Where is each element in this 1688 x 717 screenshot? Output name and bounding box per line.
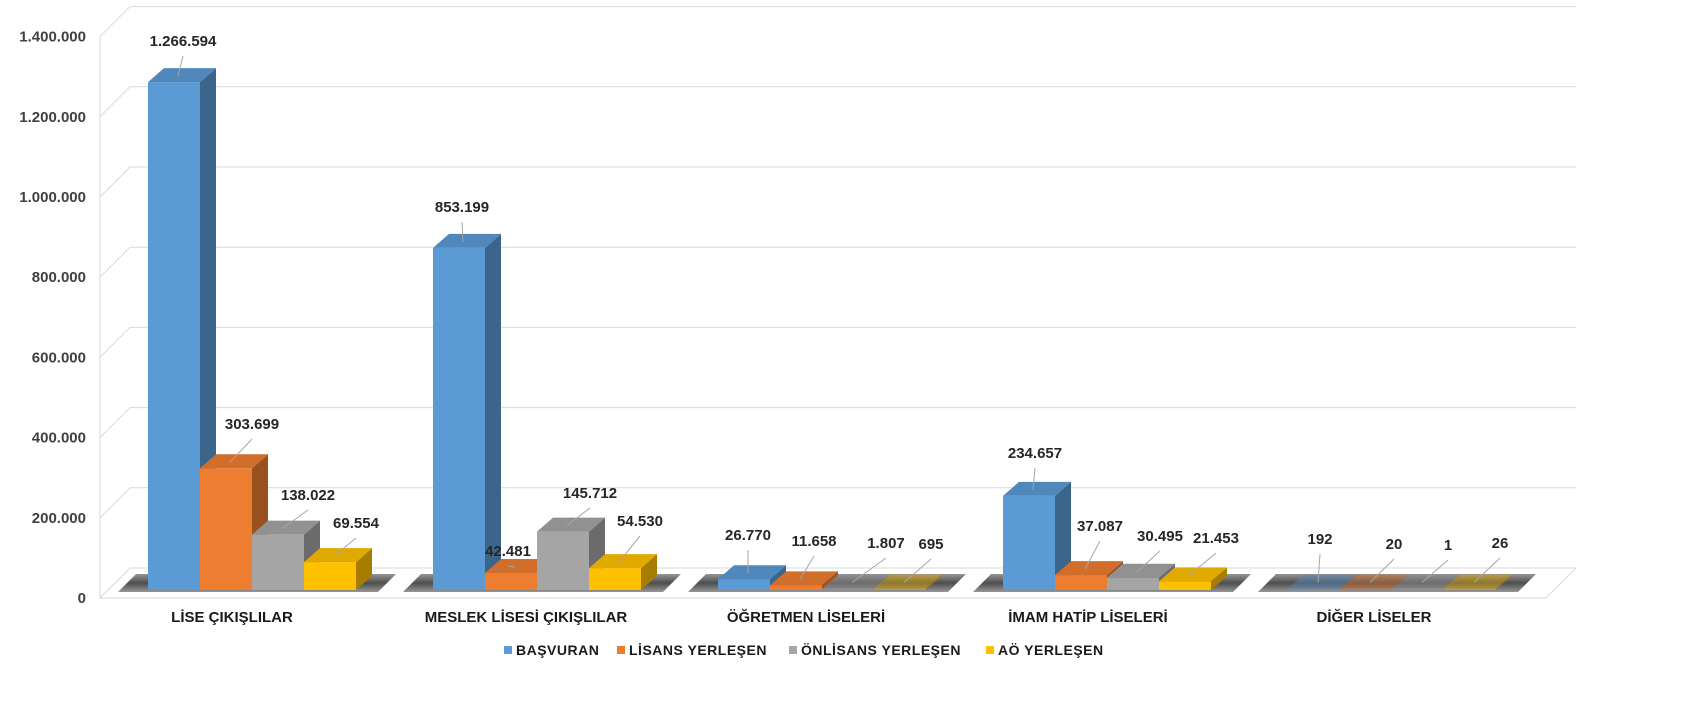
leader-line — [1421, 559, 1449, 583]
bar-1-5 — [1288, 574, 1356, 590]
gridlines — [99, 6, 1576, 519]
leader-line — [903, 558, 932, 583]
x-category-label: DİĞER LİSELER — [1316, 608, 1431, 626]
leader-line — [566, 507, 591, 526]
gridline — [99, 326, 1576, 358]
bar-4-4 — [1159, 567, 1227, 590]
x-category-label: ÖĞRETMEN LİSELERİ — [727, 608, 885, 626]
data-label: 303.699 — [225, 416, 279, 433]
bar-1-4 — [1003, 481, 1071, 590]
x-category-label: LİSE ÇIKIŞLILAR — [171, 609, 293, 626]
leader-line — [461, 221, 464, 242]
data-label: 1.266.594 — [150, 33, 217, 50]
leader-line — [851, 557, 887, 583]
leader-line — [229, 438, 253, 463]
data-label: 145.712 — [563, 485, 617, 502]
data-label: 42.481 — [485, 543, 531, 560]
gridline — [99, 166, 1576, 198]
leader-line — [177, 55, 184, 77]
gridline — [99, 246, 1576, 278]
y-axis: 0 200.000 400.000 600.000 800.000 1.000.000 1.… — [19, 29, 101, 607]
bar-2-5 — [1340, 574, 1408, 590]
y-tick-label: 600.000 — [32, 349, 86, 366]
data-label: 26 — [1492, 535, 1509, 552]
legend-label: LİSANS YERLEŞEN — [629, 642, 767, 658]
y-tick-label: 1.200.000 — [19, 109, 86, 126]
data-label: 853.199 — [435, 199, 489, 216]
data-label: 1 — [1444, 537, 1452, 554]
data-label: 192 — [1307, 531, 1332, 548]
y-tick-label: 400.000 — [32, 430, 86, 447]
bar-3-3 — [822, 574, 890, 590]
data-label: 30.495 — [1137, 528, 1183, 545]
y-tick-label: 200.000 — [32, 510, 86, 527]
leader-line — [1032, 467, 1036, 490]
y-tick-label: 800.000 — [32, 269, 86, 286]
bar-2-3 — [770, 571, 838, 590]
data-label: 26.770 — [725, 527, 771, 544]
legend-swatch — [504, 646, 512, 654]
data-label: 20 — [1386, 536, 1403, 553]
x-category-label: MESLEK LİSESİ ÇIKIŞLILAR — [425, 609, 628, 626]
bar-1-2 — [433, 233, 501, 591]
legend-label: ÖNLİSANS YERLEŞEN — [801, 642, 961, 658]
bar-4-2 — [589, 554, 657, 590]
legend: BAŞVURAN LİSANS YERLEŞEN ÖNLİSANS YERLEŞEN… — [504, 642, 1104, 658]
bars — [148, 68, 1512, 591]
legend-label: AÖ YERLEŞEN — [998, 642, 1104, 658]
legend-label: BAŞVURAN — [516, 642, 599, 658]
x-category-label: İMAM HATİP LİSELERİ — [1008, 609, 1167, 626]
leader-line — [333, 537, 357, 557]
data-label: 234.657 — [1008, 445, 1062, 462]
legend-swatch — [789, 646, 797, 654]
leader-line — [1188, 552, 1217, 576]
data-label: 138.022 — [281, 487, 335, 504]
gridline — [99, 487, 1576, 519]
legend-swatch — [617, 646, 625, 654]
leader-line — [618, 535, 641, 563]
gridline — [99, 6, 1576, 37]
gridline — [99, 86, 1576, 118]
bar-4-5 — [1444, 574, 1512, 590]
gridline — [99, 407, 1576, 438]
data-label: 54.530 — [617, 513, 663, 530]
data-label: 69.554 — [333, 515, 380, 532]
y-tick-label: 0 — [78, 590, 86, 607]
data-label: 695 — [918, 536, 943, 553]
leader-line — [799, 555, 815, 580]
leader-line — [1369, 558, 1395, 583]
bar-4-3 — [874, 574, 942, 590]
floor-shadow — [1258, 574, 1536, 592]
data-label: 37.087 — [1077, 518, 1123, 535]
leader-line — [1084, 540, 1101, 570]
data-labels: 1.266.594 853.199 26.770 234.657 192 303.699 4… — [150, 33, 1509, 583]
bar-3-4 — [1107, 563, 1175, 590]
bar-1-1 — [148, 68, 216, 591]
data-label: 11.658 — [791, 533, 836, 550]
legend-swatch — [986, 646, 994, 654]
y-tick-label: 1.000.000 — [19, 189, 86, 206]
leader-line — [1473, 557, 1501, 583]
y-tick-label: 1.400.000 — [19, 29, 86, 46]
leader-line — [1317, 553, 1321, 583]
leader-line — [1136, 550, 1161, 573]
data-label: 1.807 — [867, 535, 905, 552]
leader-line — [507, 565, 516, 568]
data-label: 21.453 — [1193, 530, 1239, 547]
leader-line — [281, 509, 309, 530]
bar-3-5 — [1392, 574, 1460, 590]
x-axis-categories: LİSE ÇIKIŞLILAR MESLEK LİSESİ ÇIKIŞLILAR Ö… — [171, 608, 1432, 626]
bar-4-1 — [304, 548, 372, 590]
